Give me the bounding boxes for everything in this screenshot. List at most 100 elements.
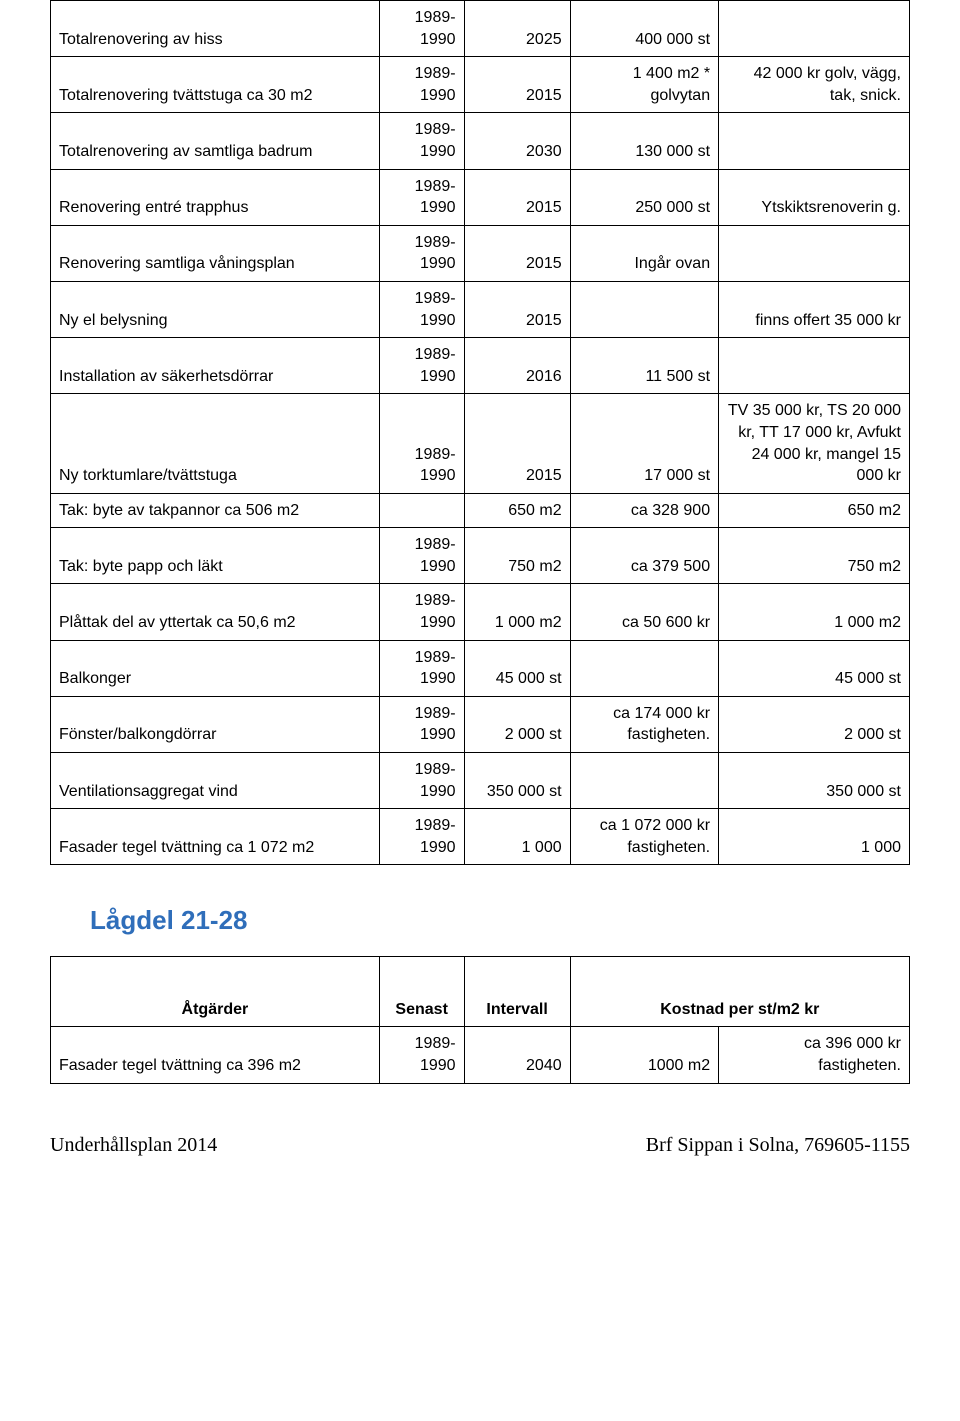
cell-c3: 2015 xyxy=(464,225,570,281)
cell-c2: 1989-1990 xyxy=(379,169,464,225)
cell-c5: Ytskiktsrenoverin g. xyxy=(719,169,910,225)
cell-c3: 2015 xyxy=(464,57,570,113)
cell-c2: 1989-1990 xyxy=(379,338,464,394)
cell-c4: Ingår ovan xyxy=(570,225,718,281)
table-header-row: Åtgärder Senast Intervall Kostnad per st… xyxy=(51,957,910,1027)
cell-c1: Totalrenovering av samtliga badrum xyxy=(51,113,380,169)
cell-c3: 1 000 xyxy=(464,809,570,865)
cell-c4: 11 500 st xyxy=(570,338,718,394)
cell-c5: 45 000 st xyxy=(719,640,910,696)
cell-c3: 2025 xyxy=(464,1,570,57)
header-intervall: Intervall xyxy=(464,957,570,1027)
maintenance-table-1: Totalrenovering av hiss1989-19902025400 … xyxy=(50,0,910,865)
cell-c4: ca 379 500 xyxy=(570,528,718,584)
cell-c4: 1 400 m2 * golvytan xyxy=(570,57,718,113)
cell-c1: Fasader tegel tvättning ca 396 m2 xyxy=(51,1027,380,1083)
cell-c3: 2030 xyxy=(464,113,570,169)
cell-c2: 1989-1990 xyxy=(379,809,464,865)
cell-c5: 42 000 kr golv, vägg, tak, snick. xyxy=(719,57,910,113)
cell-c1: Ny el belysning xyxy=(51,281,380,337)
cell-c4: ca 328 900 xyxy=(570,493,718,528)
table-row: Ny el belysning1989-19902015 finns offert… xyxy=(51,281,910,337)
table-row: Installation av säkerhetsdörrar1989-1990… xyxy=(51,338,910,394)
cell-c4 xyxy=(570,640,718,696)
cell-c2: 1989-1990 xyxy=(379,584,464,640)
cell-c2: 1989-1990 xyxy=(379,528,464,584)
header-kostnad: Kostnad per st/m2 kr xyxy=(570,957,909,1027)
table-row: Fasader tegel tvättning ca 396 m21989-19… xyxy=(51,1027,910,1083)
cell-c1: Tak: byte av takpannor ca 506 m2 xyxy=(51,493,380,528)
table-row: Balkonger1989-199045 000 st45 000 st xyxy=(51,640,910,696)
cell-c5: ca 396 000 kr fastigheten. xyxy=(719,1027,910,1083)
cell-c4: ca 50 600 kr xyxy=(570,584,718,640)
cell-c2: 1989-1990 xyxy=(379,57,464,113)
cell-c4 xyxy=(570,753,718,809)
cell-c4: 130 000 st xyxy=(570,113,718,169)
table-row: Renovering entré trapphus1989-1990201525… xyxy=(51,169,910,225)
cell-c4: 17 000 st xyxy=(570,394,718,493)
cell-c3: 2040 xyxy=(464,1027,570,1083)
cell-c3: 1 000 m2 xyxy=(464,584,570,640)
cell-c1: Installation av säkerhetsdörrar xyxy=(51,338,380,394)
cell-c1: Ny torktumlare/tvättstuga xyxy=(51,394,380,493)
cell-c5 xyxy=(719,225,910,281)
cell-c5: 750 m2 xyxy=(719,528,910,584)
table-row: Fasader tegel tvättning ca 1 072 m21989-… xyxy=(51,809,910,865)
cell-c4: 1000 m2 xyxy=(570,1027,718,1083)
cell-c4: ca 174 000 kr fastigheten. xyxy=(570,696,718,752)
cell-c5: finns offert 35 000 kr xyxy=(719,281,910,337)
cell-c2: 1989-1990 xyxy=(379,394,464,493)
cell-c2: 1989-1990 xyxy=(379,1,464,57)
cell-c1: Balkonger xyxy=(51,640,380,696)
header-senast: Senast xyxy=(379,957,464,1027)
table-row: Ny torktumlare/tvättstuga1989-1990201517… xyxy=(51,394,910,493)
cell-c5 xyxy=(719,1,910,57)
cell-c1: Totalrenovering av hiss xyxy=(51,1,380,57)
cell-c3: 2016 xyxy=(464,338,570,394)
cell-c1: Tak: byte papp och läkt xyxy=(51,528,380,584)
table-row: Totalrenovering av samtliga badrum1989-1… xyxy=(51,113,910,169)
cell-c4: 400 000 st xyxy=(570,1,718,57)
cell-c2 xyxy=(379,493,464,528)
cell-c5: 650 m2 xyxy=(719,493,910,528)
cell-c2: 1989-1990 xyxy=(379,640,464,696)
cell-c3: 2 000 st xyxy=(464,696,570,752)
table-row: Totalrenovering av hiss1989-19902025400 … xyxy=(51,1,910,57)
cell-c4: ca 1 072 000 kr fastigheten. xyxy=(570,809,718,865)
cell-c2: 1989-1990 xyxy=(379,696,464,752)
cell-c3: 45 000 st xyxy=(464,640,570,696)
table-row: Totalrenovering tvättstuga ca 30 m21989-… xyxy=(51,57,910,113)
cell-c1: Fasader tegel tvättning ca 1 072 m2 xyxy=(51,809,380,865)
table-row: Plåttak del av yttertak ca 50,6 m21989-1… xyxy=(51,584,910,640)
cell-c5: 1 000 m2 xyxy=(719,584,910,640)
cell-c3: 2015 xyxy=(464,281,570,337)
cell-c5 xyxy=(719,338,910,394)
cell-c1: Totalrenovering tvättstuga ca 30 m2 xyxy=(51,57,380,113)
cell-c5: 1 000 xyxy=(719,809,910,865)
cell-c1: Renovering entré trapphus xyxy=(51,169,380,225)
cell-c2: 1989-1990 xyxy=(379,1027,464,1083)
cell-c1: Fönster/balkongdörrar xyxy=(51,696,380,752)
table-row: Ventilationsaggregat vind1989-1990350 00… xyxy=(51,753,910,809)
cell-c3: 750 m2 xyxy=(464,528,570,584)
cell-c5: 2 000 st xyxy=(719,696,910,752)
table-row: Renovering samtliga våningsplan1989-1990… xyxy=(51,225,910,281)
cell-c2: 1989-1990 xyxy=(379,113,464,169)
header-atgarder: Åtgärder xyxy=(51,957,380,1027)
footer-left: Underhållsplan 2014 xyxy=(50,1134,217,1157)
cell-c5 xyxy=(719,113,910,169)
cell-c1: Ventilationsaggregat vind xyxy=(51,753,380,809)
section-title-lagdel: Lågdel 21-28 xyxy=(90,905,910,936)
cell-c3: 650 m2 xyxy=(464,493,570,528)
cell-c5: TV 35 000 kr, TS 20 000 kr, TT 17 000 kr… xyxy=(719,394,910,493)
cell-c1: Renovering samtliga våningsplan xyxy=(51,225,380,281)
cell-c4: 250 000 st xyxy=(570,169,718,225)
cell-c2: 1989-1990 xyxy=(379,225,464,281)
cell-c3: 2015 xyxy=(464,169,570,225)
cell-c3: 350 000 st xyxy=(464,753,570,809)
cell-c5: 350 000 st xyxy=(719,753,910,809)
cell-c4 xyxy=(570,281,718,337)
cell-c2: 1989-1990 xyxy=(379,281,464,337)
footer-right: Brf Sippan i Solna, 769605-1155 xyxy=(646,1134,910,1157)
cell-c2: 1989-1990 xyxy=(379,753,464,809)
